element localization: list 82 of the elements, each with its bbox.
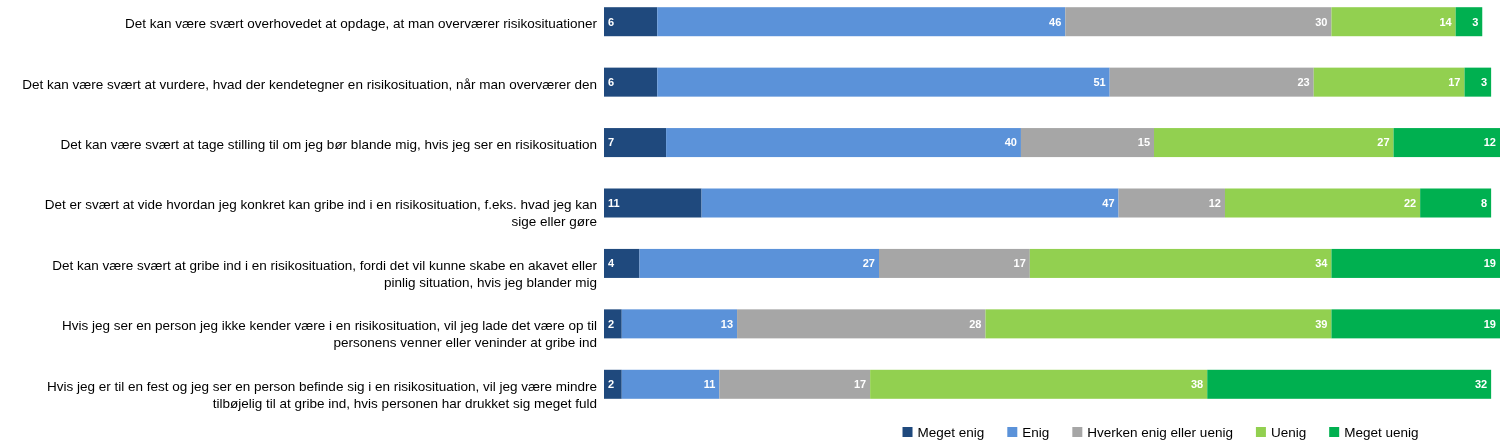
- bar: [1224, 188, 1421, 218]
- data-label: 7: [608, 136, 615, 149]
- y-tick-label: Hvis jeg ser en person jeg ikke kender være i en risikosituation, vil jeg lade det være op til personens venner eller veninder at gribe ind: [61, 318, 597, 351]
- bar: [604, 369, 622, 399]
- bar: [1118, 188, 1225, 218]
- legend-label: Enig: [1022, 424, 1050, 440]
- bar: [1109, 67, 1314, 97]
- data-label: 28: [969, 317, 982, 330]
- data-label: 22: [1403, 196, 1417, 209]
- data-label: 30: [1315, 15, 1328, 28]
- legend-label: Hverken enig eller uenig: [1087, 424, 1233, 440]
- data-label: 6: [608, 75, 615, 88]
- legend-label: Uenig: [1270, 424, 1307, 440]
- data-label: 4: [608, 257, 615, 270]
- bar: [621, 369, 720, 399]
- y-tick-label: Hvis jeg er til en fest og jeg ser en person befinde sig i en risikosituation, vil jeg være mindre tilbøjelig til at gribe ind, hvis personen har drukket sig meget fuld: [46, 378, 597, 411]
- bar: [1029, 248, 1332, 278]
- data-label: 17: [853, 378, 867, 391]
- bar: [1313, 67, 1465, 97]
- data-label: 14: [1439, 15, 1453, 28]
- y-tick-label: Det kan være svært at tage stilling til om jeg bør blande mig, hvis jeg ser en risikosituation: [60, 137, 597, 153]
- bar: [1154, 128, 1394, 158]
- data-label: 23: [1297, 75, 1310, 88]
- data-label: 38: [1191, 378, 1204, 391]
- bar: [985, 309, 1332, 339]
- legend-label: Meget uenig: [1344, 424, 1419, 440]
- data-label: 27: [1377, 136, 1390, 149]
- data-label: 3: [1472, 15, 1479, 28]
- data-label: 2: [608, 317, 615, 330]
- bar: [657, 67, 1110, 97]
- bar: [1207, 369, 1492, 399]
- data-label: 32: [1474, 378, 1488, 391]
- y-tick-label: Det er svært at vide hvordan jeg konkret kan gribe ind i en risikosituation, f.eks. hvad jeg kan sige eller gøre: [44, 197, 597, 230]
- bar: [657, 7, 1066, 37]
- bar: [1393, 128, 1500, 158]
- data-label: 19: [1483, 257, 1496, 270]
- data-label: 34: [1315, 257, 1329, 270]
- bar: [1420, 188, 1492, 218]
- data-label: 47: [1102, 196, 1115, 209]
- data-label: 40: [1004, 136, 1017, 149]
- data-label: 15: [1137, 136, 1151, 149]
- data-label: 11: [608, 196, 620, 209]
- data-label: 12: [1483, 136, 1496, 149]
- bar: [719, 369, 871, 399]
- bar: [737, 309, 986, 339]
- bar: [1464, 67, 1492, 97]
- y-tick-label: Det kan være svært at gribe ind i en risikosituation, fordi det vil kunne skabe en akavet eller pinlig situation, hvis jeg blander mig: [52, 257, 598, 290]
- y-tick-label: Det kan være svært overhovedet at opdage, at man overværer risikosituationer: [125, 16, 598, 32]
- data-label: 17: [1013, 257, 1026, 270]
- bar: [604, 7, 658, 37]
- bar: [604, 188, 702, 218]
- data-label: 11: [703, 378, 716, 391]
- data-label: 3: [1481, 75, 1488, 88]
- data-label: 51: [1093, 75, 1106, 88]
- y-tick-label: Det kan være svært at vurdere, hvad der kendetegner en risikosituation, når man overværer den: [22, 76, 597, 92]
- bar: [621, 309, 738, 339]
- bar: [1065, 7, 1332, 37]
- data-label: 19: [1483, 317, 1496, 330]
- bar: [879, 248, 1030, 278]
- bar: [604, 128, 667, 158]
- bar: [870, 369, 1208, 399]
- data-label: 6: [608, 15, 615, 28]
- bar: [639, 248, 880, 278]
- data-label: 46: [1049, 15, 1062, 28]
- bar: [1331, 7, 1456, 37]
- legend-label: Meget enig: [917, 424, 985, 440]
- bar: [666, 128, 1021, 158]
- data-label: 8: [1481, 196, 1488, 209]
- data-label: 13: [720, 317, 734, 330]
- bar: [1455, 7, 1483, 37]
- data-label: 2: [608, 378, 615, 391]
- data-label: 27: [862, 257, 876, 270]
- bar: [1331, 248, 1500, 278]
- bar: [701, 188, 1119, 218]
- bar: [604, 67, 658, 97]
- bar: [1020, 128, 1155, 158]
- data-label: 39: [1315, 317, 1328, 330]
- data-label: 17: [1448, 75, 1461, 88]
- bar: [1331, 309, 1500, 339]
- data-label: 12: [1208, 196, 1221, 209]
- bar: [604, 248, 640, 278]
- bar: [604, 309, 622, 339]
